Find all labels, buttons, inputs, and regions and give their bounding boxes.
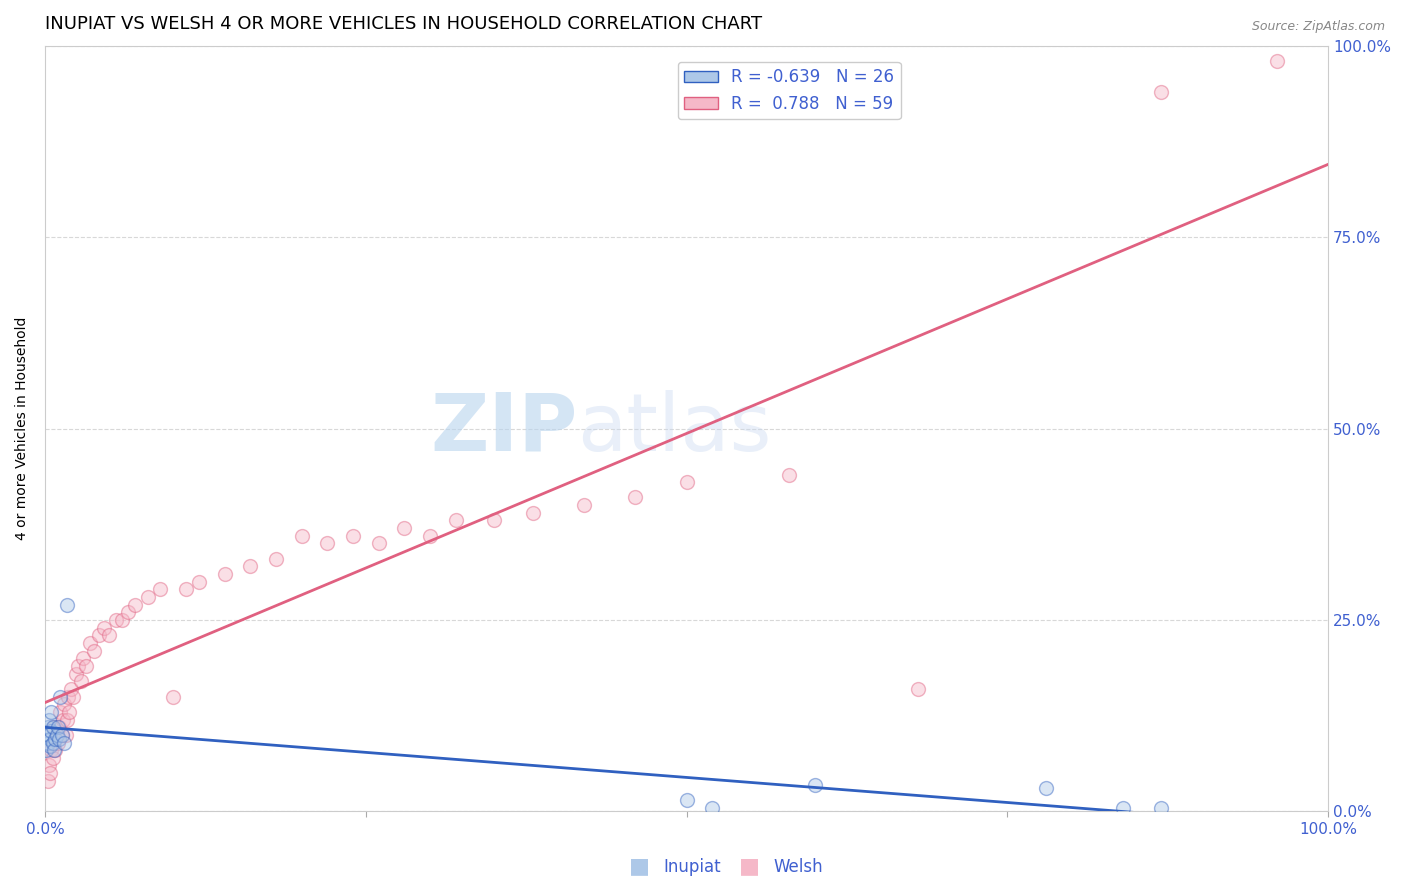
- Point: [624, 491, 647, 505]
- Point: [41, 743, 63, 757]
- Point: [117, 605, 139, 619]
- Point: [214, 567, 236, 582]
- Point: [53, 698, 76, 712]
- Text: Inupiat: Inupiat: [664, 858, 721, 876]
- Point: [52, 713, 75, 727]
- Point: [572, 498, 595, 512]
- Point: [46, 735, 69, 749]
- Text: ■: ■: [740, 856, 759, 876]
- Point: [37, 773, 59, 788]
- Point: [37, 735, 59, 749]
- Point: [62, 690, 84, 704]
- Point: [316, 536, 339, 550]
- Text: Welsh: Welsh: [773, 858, 823, 876]
- Point: [419, 529, 441, 543]
- Point: [1150, 85, 1173, 99]
- Point: [394, 521, 416, 535]
- Point: [38, 758, 60, 772]
- Point: [907, 681, 929, 696]
- Point: [45, 728, 67, 742]
- Point: [93, 621, 115, 635]
- Text: INUPIAT VS WELSH 4 OR MORE VEHICLES IN HOUSEHOLD CORRELATION CHART: INUPIAT VS WELSH 4 OR MORE VEHICLES IN H…: [45, 15, 762, 33]
- Point: [136, 590, 159, 604]
- Point: [48, 720, 70, 734]
- Point: [124, 598, 146, 612]
- Point: [49, 705, 72, 719]
- Point: [42, 735, 65, 749]
- Point: [65, 666, 87, 681]
- Point: [162, 690, 184, 704]
- Point: [56, 690, 79, 704]
- Point: [48, 731, 70, 746]
- Point: [367, 536, 389, 550]
- Point: [41, 724, 63, 739]
- Point: [51, 728, 73, 742]
- Point: [83, 643, 105, 657]
- Point: [87, 628, 110, 642]
- Point: [41, 751, 63, 765]
- Point: [51, 728, 73, 742]
- Text: ■: ■: [630, 856, 650, 876]
- Point: [778, 467, 800, 482]
- Point: [174, 582, 197, 597]
- Point: [42, 720, 65, 734]
- Point: [56, 713, 79, 727]
- Point: [44, 731, 66, 746]
- Point: [1265, 54, 1288, 68]
- Point: [41, 705, 63, 719]
- Point: [70, 674, 93, 689]
- Point: [44, 743, 66, 757]
- Point: [111, 613, 134, 627]
- Point: [702, 800, 724, 814]
- Point: [188, 574, 211, 589]
- Point: [39, 731, 62, 746]
- Point: [35, 743, 58, 757]
- Text: ZIP: ZIP: [430, 390, 578, 467]
- Legend: R = -0.639   N = 26, R =  0.788   N = 59: R = -0.639 N = 26, R = 0.788 N = 59: [678, 62, 901, 120]
- Point: [239, 559, 262, 574]
- Point: [49, 690, 72, 704]
- Point: [72, 651, 94, 665]
- Point: [1150, 800, 1173, 814]
- Point: [482, 513, 505, 527]
- Point: [46, 720, 69, 734]
- Point: [45, 728, 67, 742]
- Point: [675, 793, 697, 807]
- Point: [38, 713, 60, 727]
- Point: [1035, 781, 1057, 796]
- Point: [56, 598, 79, 612]
- Point: [53, 735, 76, 749]
- Point: [39, 766, 62, 780]
- Point: [804, 778, 827, 792]
- Point: [41, 735, 63, 749]
- Point: [58, 705, 80, 719]
- Point: [55, 728, 77, 742]
- Point: [42, 743, 65, 757]
- Point: [37, 720, 59, 734]
- Point: [79, 636, 101, 650]
- Point: [59, 681, 82, 696]
- Point: [149, 582, 172, 597]
- Text: atlas: atlas: [578, 390, 772, 467]
- Point: [444, 513, 467, 527]
- Y-axis label: 4 or more Vehicles in Household: 4 or more Vehicles in Household: [15, 317, 30, 541]
- Point: [41, 720, 63, 734]
- Text: Source: ZipAtlas.com: Source: ZipAtlas.com: [1251, 20, 1385, 33]
- Point: [522, 506, 544, 520]
- Point: [675, 475, 697, 490]
- Point: [38, 728, 60, 742]
- Point: [67, 659, 90, 673]
- Point: [264, 551, 287, 566]
- Point: [104, 613, 127, 627]
- Point: [1112, 800, 1135, 814]
- Point: [98, 628, 121, 642]
- Point: [291, 529, 314, 543]
- Point: [342, 529, 364, 543]
- Point: [75, 659, 97, 673]
- Point: [39, 739, 62, 754]
